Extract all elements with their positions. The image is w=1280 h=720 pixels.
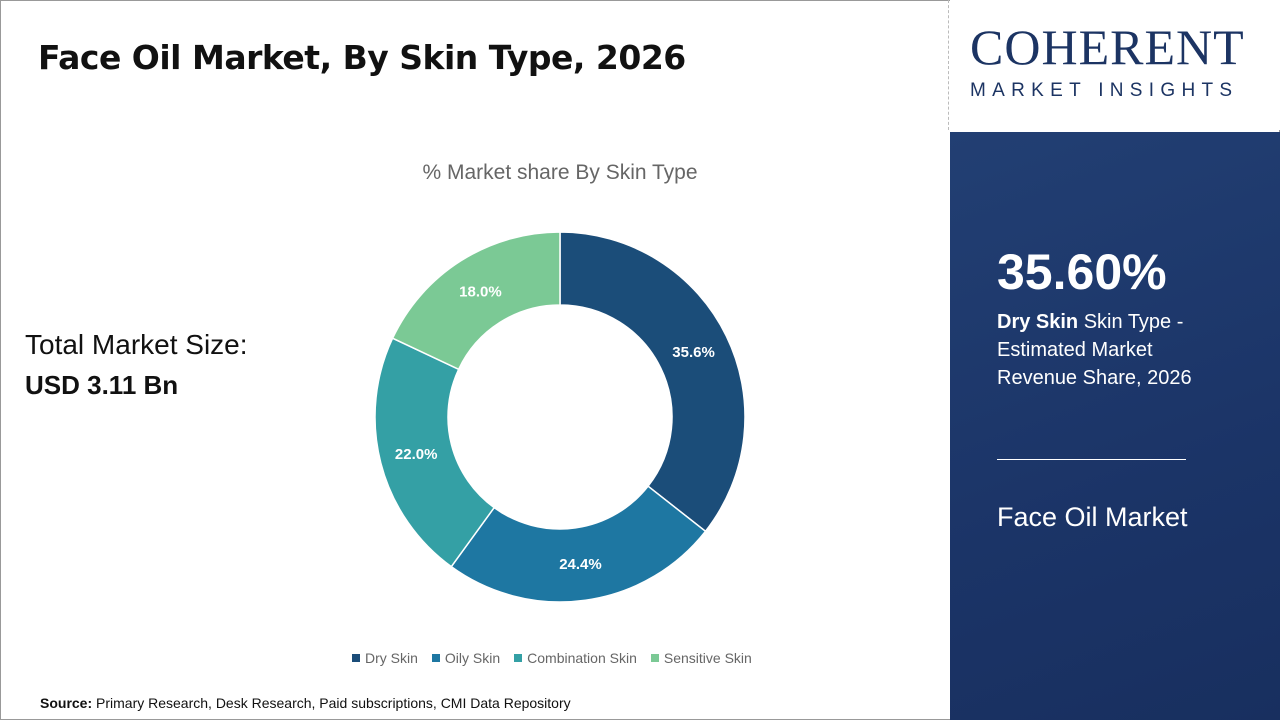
market-name: Face Oil Market [997,502,1188,532]
highlight-panel: 35.60% Dry Skin Skin Type - Estimated Ma… [950,132,1280,720]
legend-label: Combination Skin [527,650,637,666]
logo-sub: MARKET INSIGHTS [970,80,1239,101]
slice-combination-skin [374,337,496,568]
total-market-size: Total Market Size: USD 3.11 Bn [25,325,248,405]
legend-item: Dry Skin [352,649,418,667]
panel-divider [997,459,1186,460]
legend-label: Sensitive Skin [663,650,752,666]
data-label: 22.0% [395,446,438,463]
slice-sensitive-skin [391,231,561,371]
total-label: Total Market Size: [25,329,248,360]
legend-item: Combination Skin [514,649,637,667]
donut-chart: 35.6% 24.4% 22.0% 18.0% [374,231,746,603]
highlight-description: Dry Skin Skin Type - Estimated Market Re… [997,308,1237,392]
highlight-segment: Dry Skin [997,311,1079,333]
legend-item: Sensitive Skin [650,649,752,667]
data-label: 35.6% [672,344,715,361]
legend-label: Oily Skin [444,650,501,666]
page-title: Face Oil Market, By Skin Type, 2026 [38,38,686,77]
legend-item: Oily Skin [431,649,501,667]
data-label: 24.4% [559,556,602,573]
legend-swatch [650,654,659,662]
legend-swatch [431,654,440,662]
slice-oily-skin [450,485,707,603]
slice-dry-skin [559,231,746,533]
source-text: Primary Research, Desk Research, Paid su… [92,695,571,711]
legend-swatch [352,654,360,662]
highlight-percent: 35.60% [997,244,1167,300]
total-value: USD 3.11 Bn [25,370,179,400]
legend: Dry Skin Oily Skin Combination Skin Sensiti… [352,649,752,667]
divider [948,0,949,130]
chart-title: % Market share By Skin Type [422,161,698,184]
legend-label: Dry Skin [365,650,418,666]
data-label: 18.0% [459,284,502,301]
logo: COHERENT MARKET INSIGHTS [950,0,1280,130]
logo-main: COHERENT [970,19,1245,75]
highlight-desc-text: Skin Type - Estimated Market Revenue Sha… [997,311,1192,389]
source-note: Source: Primary Research, Desk Research,… [40,694,571,712]
source-label: Source: [40,695,93,711]
legend-swatch [514,654,523,662]
